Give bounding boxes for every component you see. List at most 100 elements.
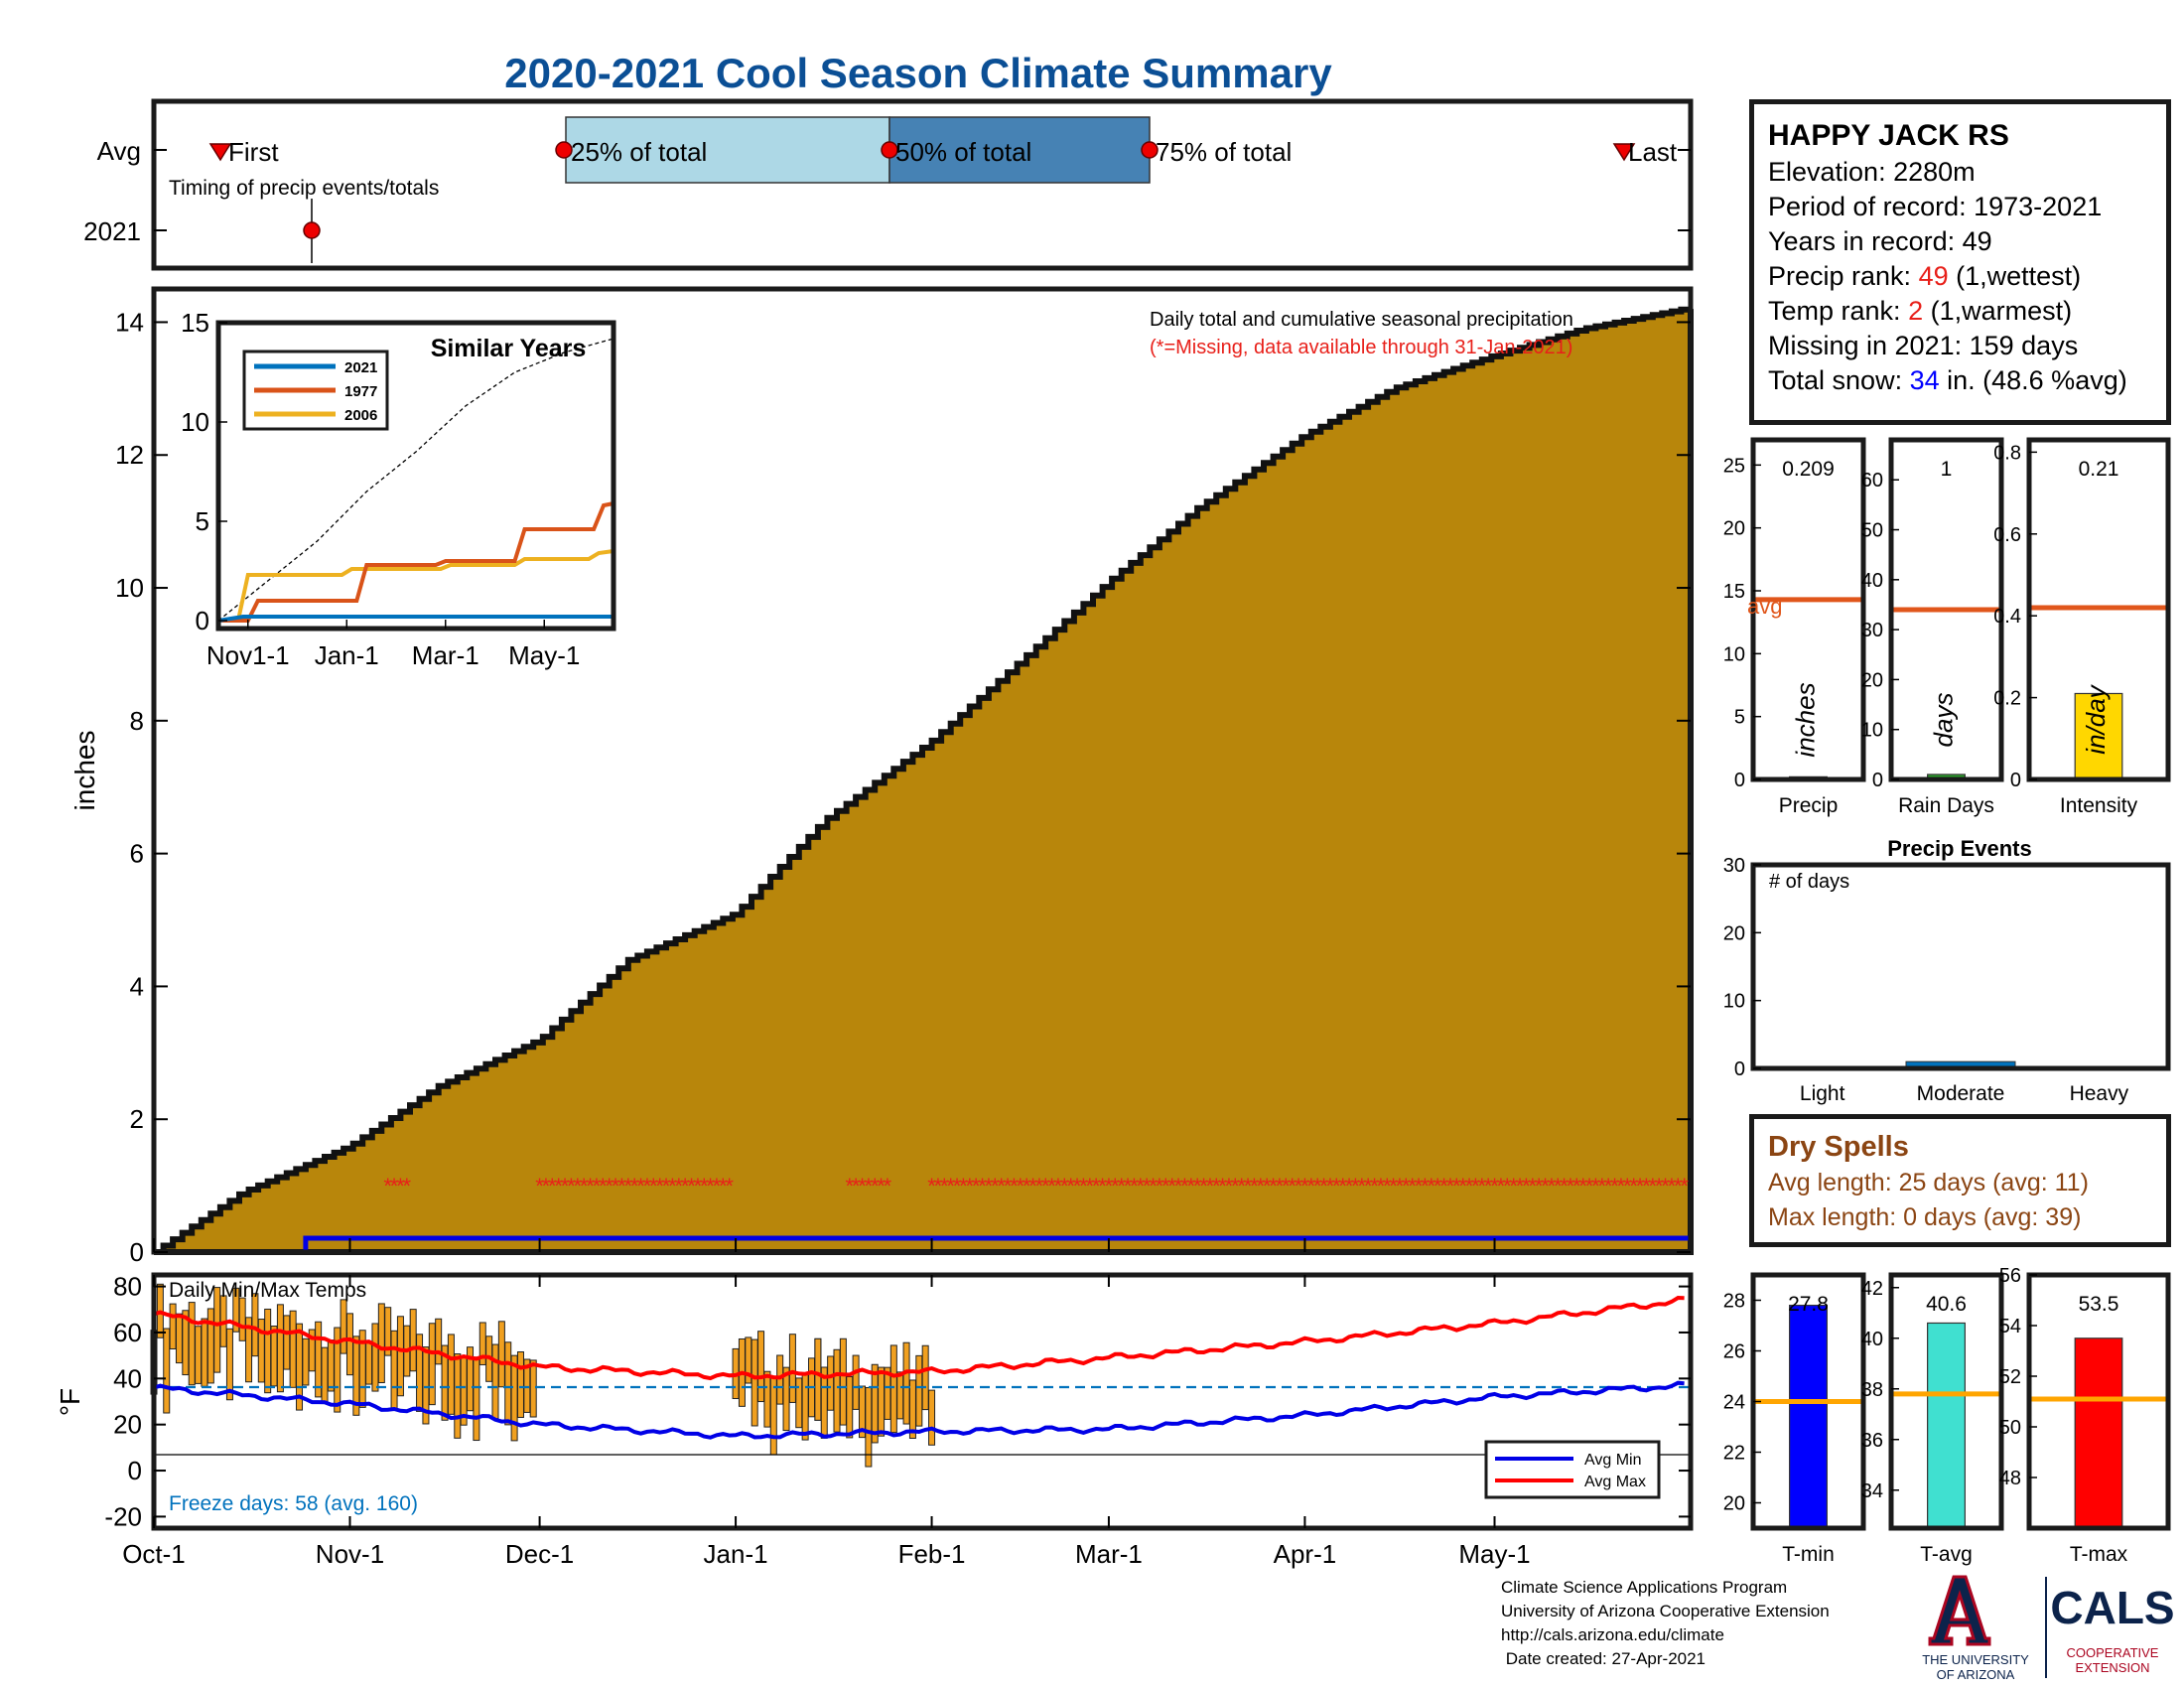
month-tick-label: Mar-1 [1075,1539,1143,1569]
daily-temp-bar [225,1328,233,1401]
main-y-axis: 0 2 4 6 8 10 12 14 [115,307,1691,1267]
daily-temp-bar [788,1334,796,1403]
timing-caption: Timing of precip events/totals [169,177,439,200]
mini-value-label: 27.8 [1788,1293,1829,1316]
similar-year-1977-line [218,501,614,623]
missing-marker: * [643,1174,652,1198]
timing-row-2021-label: 2021 [83,216,141,246]
inset-x-tick-label: Mar-1 [412,640,479,670]
missing-marker: * [934,1174,943,1198]
inset-legend-2006: 2006 [344,407,377,424]
missing-marker: * [1421,1174,1430,1198]
missing-marker: * [1338,1174,1347,1198]
daily-temp-bar [763,1370,771,1428]
mini-y-tick-label: 25 [1723,455,1745,477]
missing-marker: * [1023,1174,1031,1198]
missing-marker: * [1130,1174,1139,1198]
mini-bar [1927,1322,1966,1529]
precip-rank-suffix: (1,wettest) [1948,261,2082,291]
missing-marker: * [580,1174,589,1198]
missing-marker: * [1377,1174,1386,1198]
inset-legend: 2021 1977 2006 [242,350,389,431]
precip-rank-label: Precip rank: [1768,261,1919,291]
missing-marker: * [965,1174,974,1198]
main-y-tick-label: 6 [130,839,144,869]
main-note-line1: Daily total and cumulative seasonal prec… [1150,309,1573,331]
daily-temp-bar [327,1339,335,1392]
p75-marker-icon [1141,141,1159,159]
missing-marker: * [542,1174,551,1198]
missing-marker: * [1035,1174,1044,1198]
daily-temp-bar [251,1293,259,1357]
daily-temp-bar [435,1318,443,1365]
daily-temp-bar [340,1299,347,1354]
mini-y-tick-label: 26 [1723,1341,1745,1363]
freeze-days-label: Freeze days: 58 (avg. 160) [169,1492,418,1515]
missing-marker: * [1560,1174,1569,1198]
missing-marker: * [1548,1174,1557,1198]
missing-marker: * [845,1174,854,1198]
missing-marker: * [946,1174,955,1198]
missing-marker: * [599,1174,608,1198]
missing-marker: * [617,1174,626,1198]
month-tick-label: Oct-1 [122,1539,186,1569]
missing-marker: * [1004,1174,1013,1198]
precip-event-category: Moderate [1917,1082,2005,1105]
mini-y-tick-label: 52 [1999,1366,2021,1388]
missing-marker: * [1066,1174,1075,1198]
mini-y-tick-label: 24 [1723,1392,1745,1414]
daily-temp-bar [795,1377,803,1429]
mini-y-tick-label: 40 [1861,570,1883,592]
footer-line2: University of Arizona Cooperative Extens… [1501,1602,1830,1620]
missing-marker: * [1351,1174,1360,1198]
ua-name-line2: OF ARIZONA [1937,1667,2015,1682]
missing-marker: * [1199,1174,1208,1198]
last-marker-icon [1612,143,1636,162]
mini-frame [2026,437,2171,782]
main-y-tick-label: 10 [115,573,144,603]
missing-marker: * [1167,1174,1176,1198]
daily-temp-bar [878,1366,886,1437]
missing-marker: * [1458,1174,1467,1198]
missing-marker: * [1439,1174,1448,1198]
missing-marker: * [1143,1174,1152,1198]
dry-spells-max: Max length: 0 days (avg: 39) [1768,1203,2082,1231]
mini-y-tick-label: 10 [1861,720,1883,742]
missing-marker: * [687,1174,696,1198]
daily-temp-bar [377,1303,385,1383]
daily-temp-bar [491,1343,499,1420]
missing-marker: * [1433,1174,1442,1198]
missing-marker: * [1516,1174,1525,1198]
footer-line3[interactable]: http://cals.arizona.edu/climate [1501,1625,1724,1644]
intensity-mini-chart: 0 0.2 0.4 0.6 0.8 0.21 Intensity in/day [1993,437,2171,817]
missing-marker: * [985,1174,994,1198]
missing-marker: * [1629,1174,1638,1198]
daily-temp-bar [302,1337,310,1386]
daily-temp-bar [264,1308,272,1394]
daily-temp-bar [757,1331,765,1403]
daily-temp-bar [365,1340,373,1385]
precip-events-annotation: # of days [1769,871,1849,893]
t-min-mini-chart: 20 22 24 26 28 27.8 T-min [1723,1272,1866,1566]
missing-marker: * [593,1174,602,1198]
missing-marker: * [1124,1174,1133,1198]
missing-marker: * [681,1174,690,1198]
mini-y-tick-label: 36 [1861,1430,1883,1452]
missing-marker: * [1054,1174,1063,1198]
mini-value-label: 40.6 [1926,1293,1967,1316]
mini-y-tick-label: 0.2 [1993,688,2021,710]
missing-marker: * [1370,1174,1379,1198]
month-tick-label: May-1 [1458,1539,1530,1569]
missing-marker: * [1218,1174,1227,1198]
missing-marker: * [1010,1174,1019,1198]
mini-y-tick-label: 0.8 [1993,442,2021,464]
mini-y-tick-label: 34 [1861,1480,1883,1502]
rain-days-mini-chart: 0 10 20 30 40 50 60 1 Rain Days days [1861,437,2004,817]
daily-temp-bar [390,1330,398,1410]
mini-bar [2074,1337,2123,1529]
missing-marker: * [1604,1174,1613,1198]
missing-marker: * [1497,1174,1506,1198]
missing-marker: * [605,1174,614,1198]
daily-temp-bar [827,1355,835,1411]
mini-y-tick-label: 50 [1999,1417,2021,1439]
